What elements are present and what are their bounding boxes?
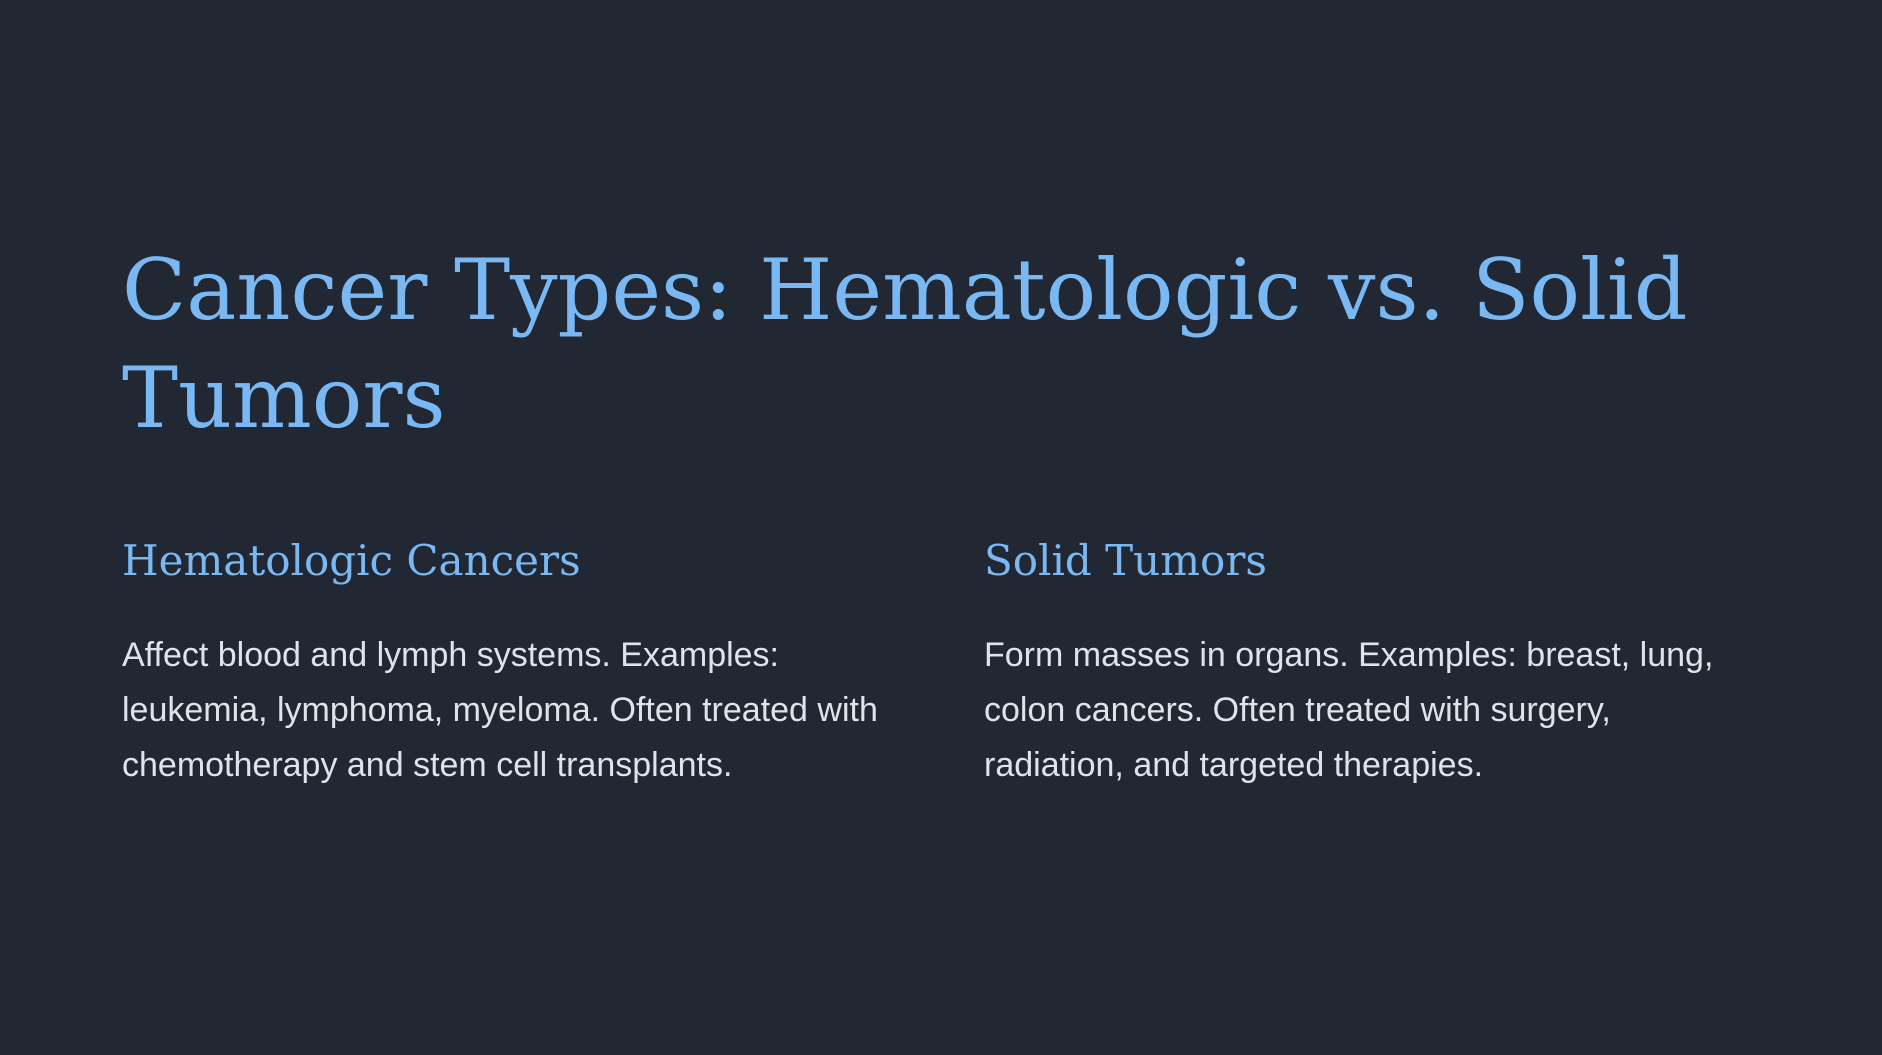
content-columns: Hematologic Cancers Affect blood and lym…	[122, 530, 1762, 793]
column-body: Affect blood and lymph systems. Examples…	[122, 636, 878, 784]
column-heading: Solid Tumors	[984, 536, 1267, 585]
column-heading: Hematologic Cancers	[122, 536, 581, 585]
column-solid: Solid Tumors Form masses in organs. Exam…	[984, 530, 1724, 793]
column-body: Form masses in organs. Examples: breast,…	[984, 636, 1714, 784]
slide-title: Cancer Types: Hematologic vs. Solid Tumo…	[122, 241, 1688, 447]
column-hematologic: Hematologic Cancers Affect blood and lym…	[122, 530, 904, 793]
